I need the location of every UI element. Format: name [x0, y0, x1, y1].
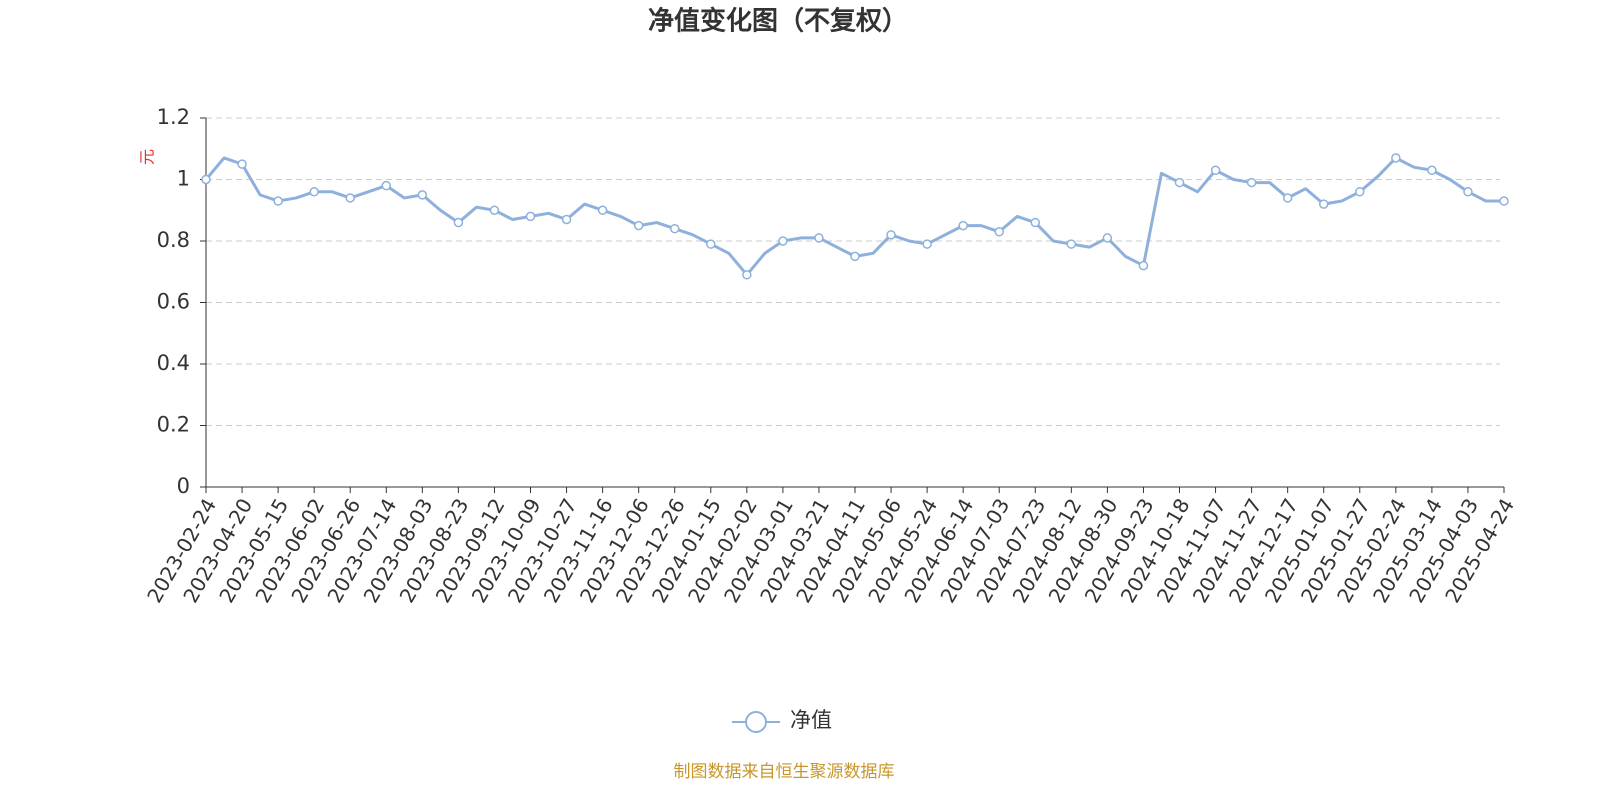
point-marker: [886, 230, 896, 240]
point-marker: [922, 239, 932, 249]
legend-marker: [745, 711, 767, 733]
point-marker: [706, 239, 716, 249]
point-marker: [850, 251, 860, 262]
point-marker: [1391, 153, 1401, 163]
point-marker: [1499, 196, 1509, 206]
point-marker: [1318, 199, 1329, 209]
point-marker: [237, 159, 247, 169]
point-marker: [309, 187, 319, 197]
point-marker: [201, 174, 211, 185]
y-tick-label: 0.4: [157, 351, 190, 375]
y-axis-label: 元: [138, 149, 157, 165]
point-marker: [453, 217, 464, 228]
point-marker: [1463, 187, 1473, 197]
point-marker: [1030, 217, 1041, 228]
point-marker: [1102, 233, 1113, 243]
point-marker: [1427, 165, 1437, 176]
point-marker: [1355, 187, 1365, 197]
point-marker: [814, 233, 824, 243]
point-marker: [994, 227, 1004, 237]
point-marker: [633, 220, 644, 231]
legend-label: 净值: [790, 708, 832, 732]
point-marker: [1174, 177, 1185, 188]
y-tick-label: 1: [177, 167, 190, 191]
point-marker: [958, 220, 968, 231]
point-marker: [381, 180, 392, 191]
point-marker: [561, 214, 572, 225]
legend: 净值: [732, 708, 832, 733]
source-note: 制图数据来自恒生聚源数据库: [674, 762, 895, 782]
point-marker: [525, 211, 536, 222]
y-tick-label: 0.6: [157, 290, 190, 314]
point-marker: [1138, 260, 1149, 271]
point-marker: [345, 193, 355, 203]
point-marker: [417, 190, 428, 200]
point-marker: [273, 196, 283, 206]
point-marker: [1282, 193, 1293, 203]
y-tick-label: 0: [177, 474, 190, 498]
point-marker: [742, 270, 752, 280]
point-marker: [669, 223, 680, 234]
point-marker: [1246, 177, 1257, 188]
point-marker: [1066, 239, 1077, 249]
y-tick-label: 1.2: [157, 105, 190, 129]
point-marker: [1210, 165, 1221, 176]
y-tick-label: 0.8: [157, 228, 190, 252]
point-marker: [597, 205, 608, 215]
point-marker: [489, 205, 500, 215]
chart-title: 净值变化图（不复权）: [648, 6, 908, 37]
y-tick-label: 0.2: [157, 413, 190, 437]
point-marker: [778, 236, 788, 246]
